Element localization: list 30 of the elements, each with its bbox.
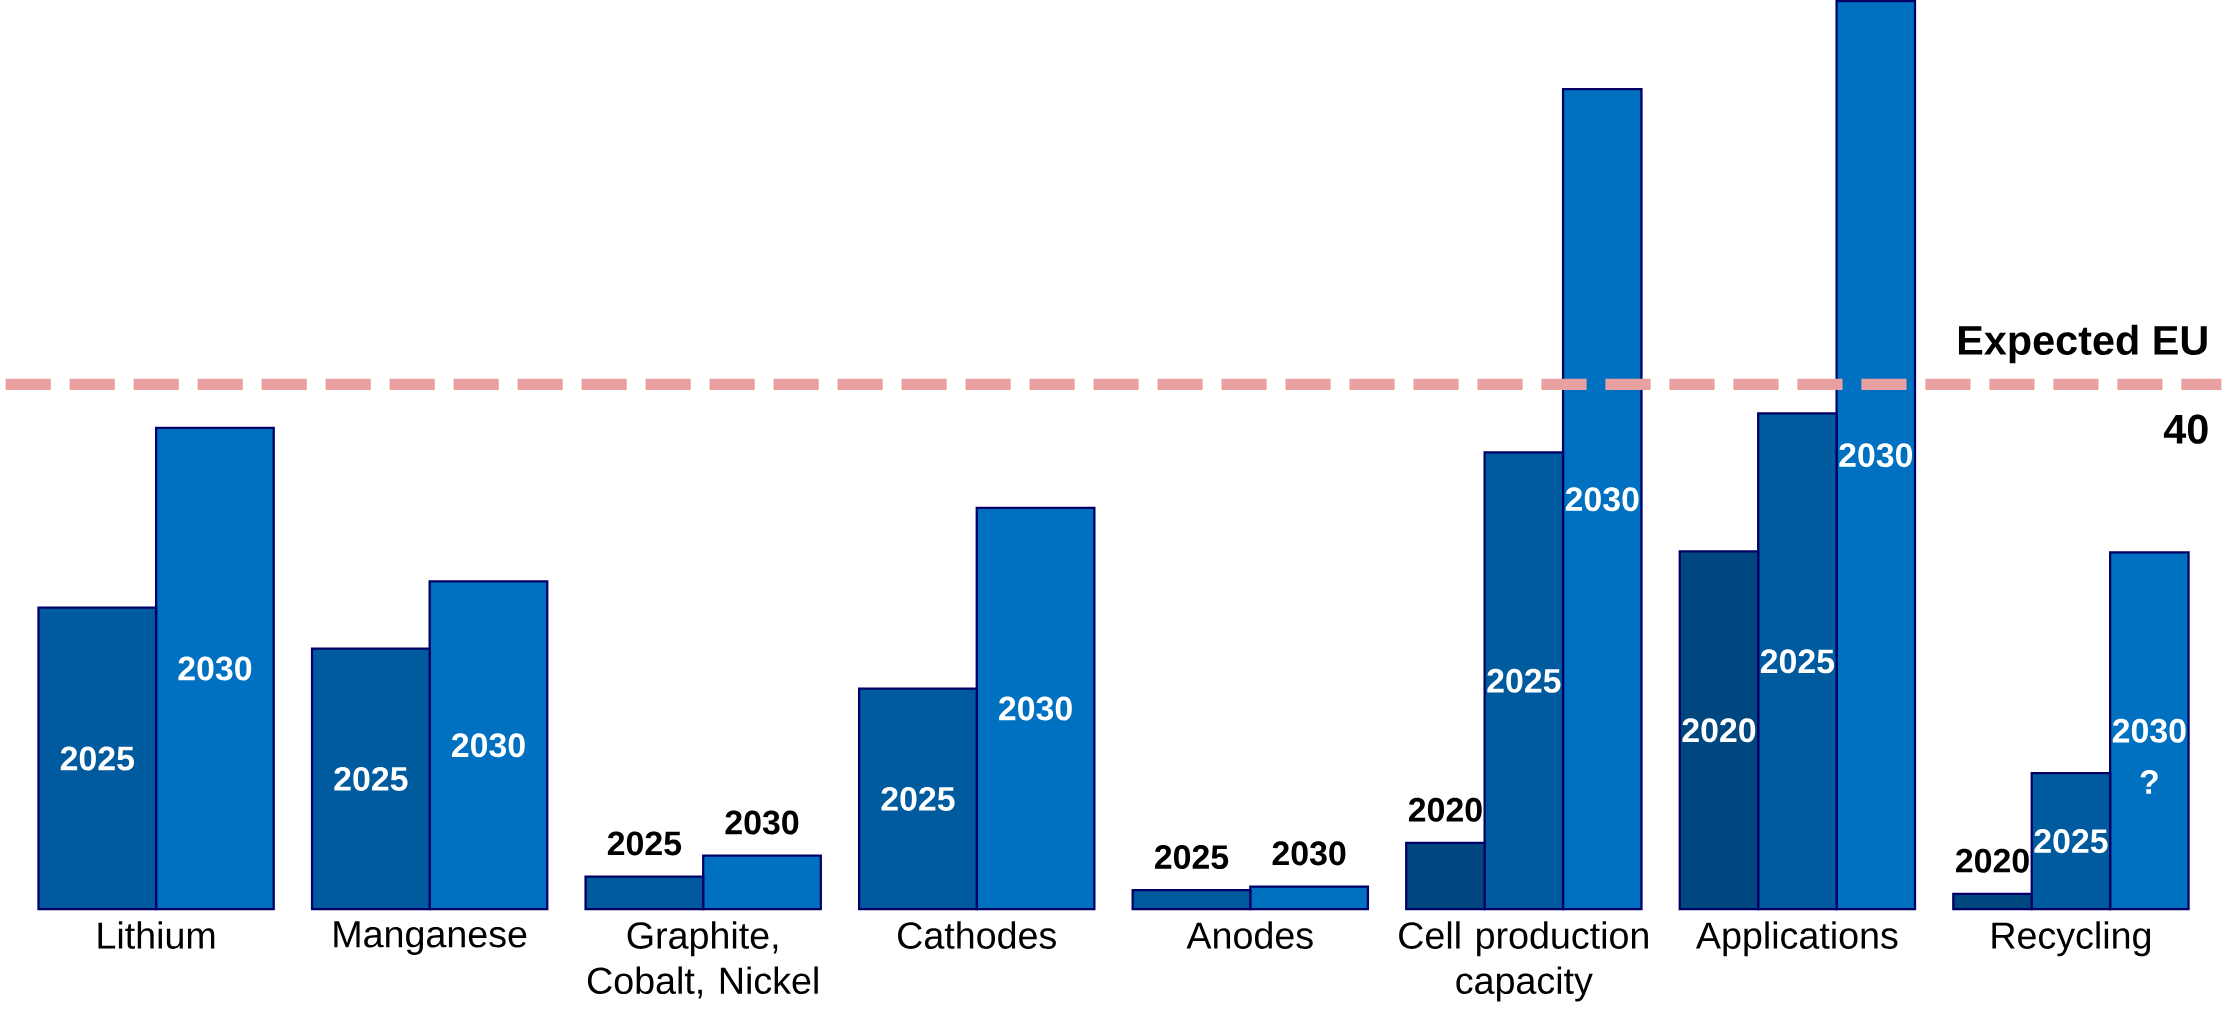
text: 2030 (178, 656, 252, 681)
text: 2030 (1272, 841, 1346, 866)
x-tick-label: Cell production capacity (1399, 921, 1648, 1002)
text: 2030 (999, 696, 1072, 721)
annotation: ? (2140, 770, 2158, 794)
text: 2025 (607, 831, 682, 856)
annotation: 40 (2163, 414, 2208, 444)
series-label: 2020 (1682, 718, 1756, 743)
x-tick-label: Anodes (1186, 921, 1313, 949)
text: 2030 (725, 810, 799, 835)
x-tick-label: Manganese (334, 921, 527, 956)
text: 2025 (334, 766, 408, 792)
text: 2025 (881, 786, 955, 811)
text: 2030 (451, 733, 525, 758)
text: 2025 (2034, 829, 2108, 854)
x-tick-label: Recycling (1992, 921, 2151, 957)
series-label: 2030 (1565, 487, 1639, 512)
text: 2025 (1487, 668, 1561, 693)
text: 2020 (1956, 848, 2029, 873)
x-tick-label: Cathodes (898, 921, 1056, 949)
text: 2025 (60, 746, 134, 771)
x-tick-label: Applications (1695, 921, 1898, 957)
series-label: 2025 (1760, 649, 1835, 674)
text: 2030 (1839, 443, 1913, 468)
text: 2030 (2112, 718, 2186, 743)
ref-line-label: Expected EU (1958, 324, 2207, 364)
x-tick-label: Graphite, Cobalt, Nickel (587, 921, 818, 999)
x-tick-label: Lithium (98, 921, 215, 949)
text: 2025 (1154, 845, 1229, 870)
text: 2020 (1408, 797, 1482, 822)
